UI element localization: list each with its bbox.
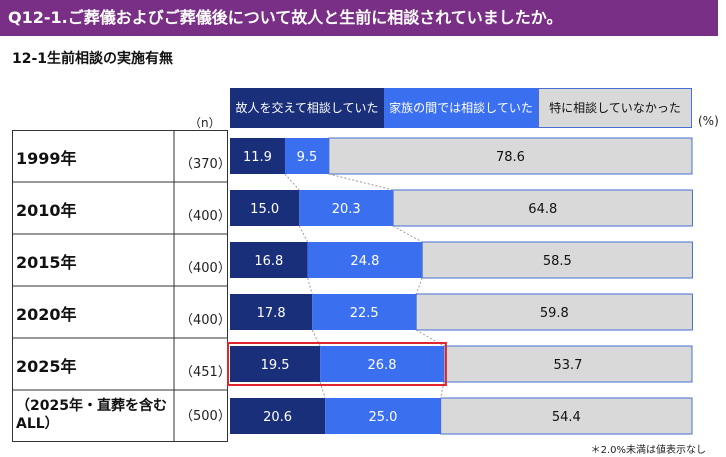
data-label: 59.8 <box>540 306 569 321</box>
legend-label-2: 家族の間では相談していた <box>389 101 533 115</box>
bar-segment <box>230 242 308 278</box>
data-label: 64.8 <box>528 202 557 217</box>
data-label: 78.6 <box>496 150 525 165</box>
connector-line <box>415 329 445 347</box>
legend-item-1: 故人を交えて相談していた <box>230 88 384 128</box>
legend-label-3: 特に相談していなかった <box>549 101 681 115</box>
connector-line <box>319 381 326 399</box>
bar-segment <box>328 137 693 175</box>
row-n-2010: （400） <box>180 209 231 224</box>
connector-line <box>307 277 313 295</box>
data-label: 15.0 <box>250 202 279 217</box>
data-label: 25.0 <box>368 410 397 425</box>
bar-segment <box>230 138 285 174</box>
row-n-2025: （451） <box>180 365 231 380</box>
bar-segment <box>325 398 441 434</box>
bar-segment <box>312 294 417 330</box>
data-label: 9.5 <box>297 150 318 165</box>
row-label-2010: 2010年 <box>16 201 77 220</box>
bar-segment <box>421 241 693 279</box>
percent-unit-label: (%) <box>698 114 719 128</box>
connector-line <box>284 173 300 191</box>
chart-subtitle: 12-1生前相談の実施有無 <box>12 51 174 67</box>
bar-segment <box>307 242 423 278</box>
bar-segment <box>440 397 693 435</box>
n-unit-label: （n） <box>189 116 221 130</box>
data-label: 24.8 <box>350 254 379 269</box>
bar-segment <box>299 190 394 226</box>
footnote: ＊2.0%未満は値表示なし <box>590 445 706 456</box>
legend-item-3: 特に相談していなかった <box>538 88 692 128</box>
bar-segment <box>230 294 313 330</box>
data-label: 58.5 <box>543 254 572 269</box>
legend-item-2: 家族の間では相談していた <box>384 88 538 128</box>
bar-segment <box>392 189 693 227</box>
row-label-1999: 1999年 <box>16 149 77 168</box>
data-label: 11.9 <box>243 150 272 165</box>
connector-line <box>328 173 394 191</box>
data-label: 26.8 <box>368 358 397 373</box>
data-label: 20.3 <box>332 202 361 217</box>
connector-line <box>311 329 321 347</box>
row-label-2020: 2020年 <box>16 305 77 324</box>
row-label-2025-all: （2025年・直葬を含むALL） <box>16 398 167 432</box>
row-label-2025: 2025年 <box>16 357 77 376</box>
highlight-box <box>227 342 447 386</box>
bar-segment <box>443 345 693 383</box>
data-label: 54.4 <box>552 410 581 425</box>
bar-segment <box>415 293 693 331</box>
data-label: 20.6 <box>263 410 292 425</box>
connector-line <box>298 225 309 243</box>
row-n-1999: （370） <box>180 157 231 172</box>
row-n-2020: （400） <box>180 313 231 328</box>
connector-line <box>440 381 445 399</box>
bar-segment <box>230 398 326 434</box>
bar-segment <box>320 346 444 382</box>
bar-segment <box>284 138 329 174</box>
data-label: 22.5 <box>350 306 379 321</box>
row-n-2015: （400） <box>180 261 231 276</box>
bar-segment <box>230 190 300 226</box>
row-label-2015: 2015年 <box>16 253 77 272</box>
page-title: Q12-1.ご葬儀およびご葬儀後について故人と生前に相談されていましたか。 <box>0 0 718 36</box>
row-n-2025-all: （500） <box>180 409 231 424</box>
connector-line <box>415 277 423 295</box>
legend-label-1: 故人を交えて相談していた <box>235 101 379 115</box>
connector-line <box>392 225 423 243</box>
data-label: 16.8 <box>254 254 283 269</box>
data-label: 19.5 <box>261 358 290 373</box>
bar-segment <box>230 346 321 382</box>
data-label: 17.8 <box>257 306 286 321</box>
data-label: 53.7 <box>553 358 582 373</box>
